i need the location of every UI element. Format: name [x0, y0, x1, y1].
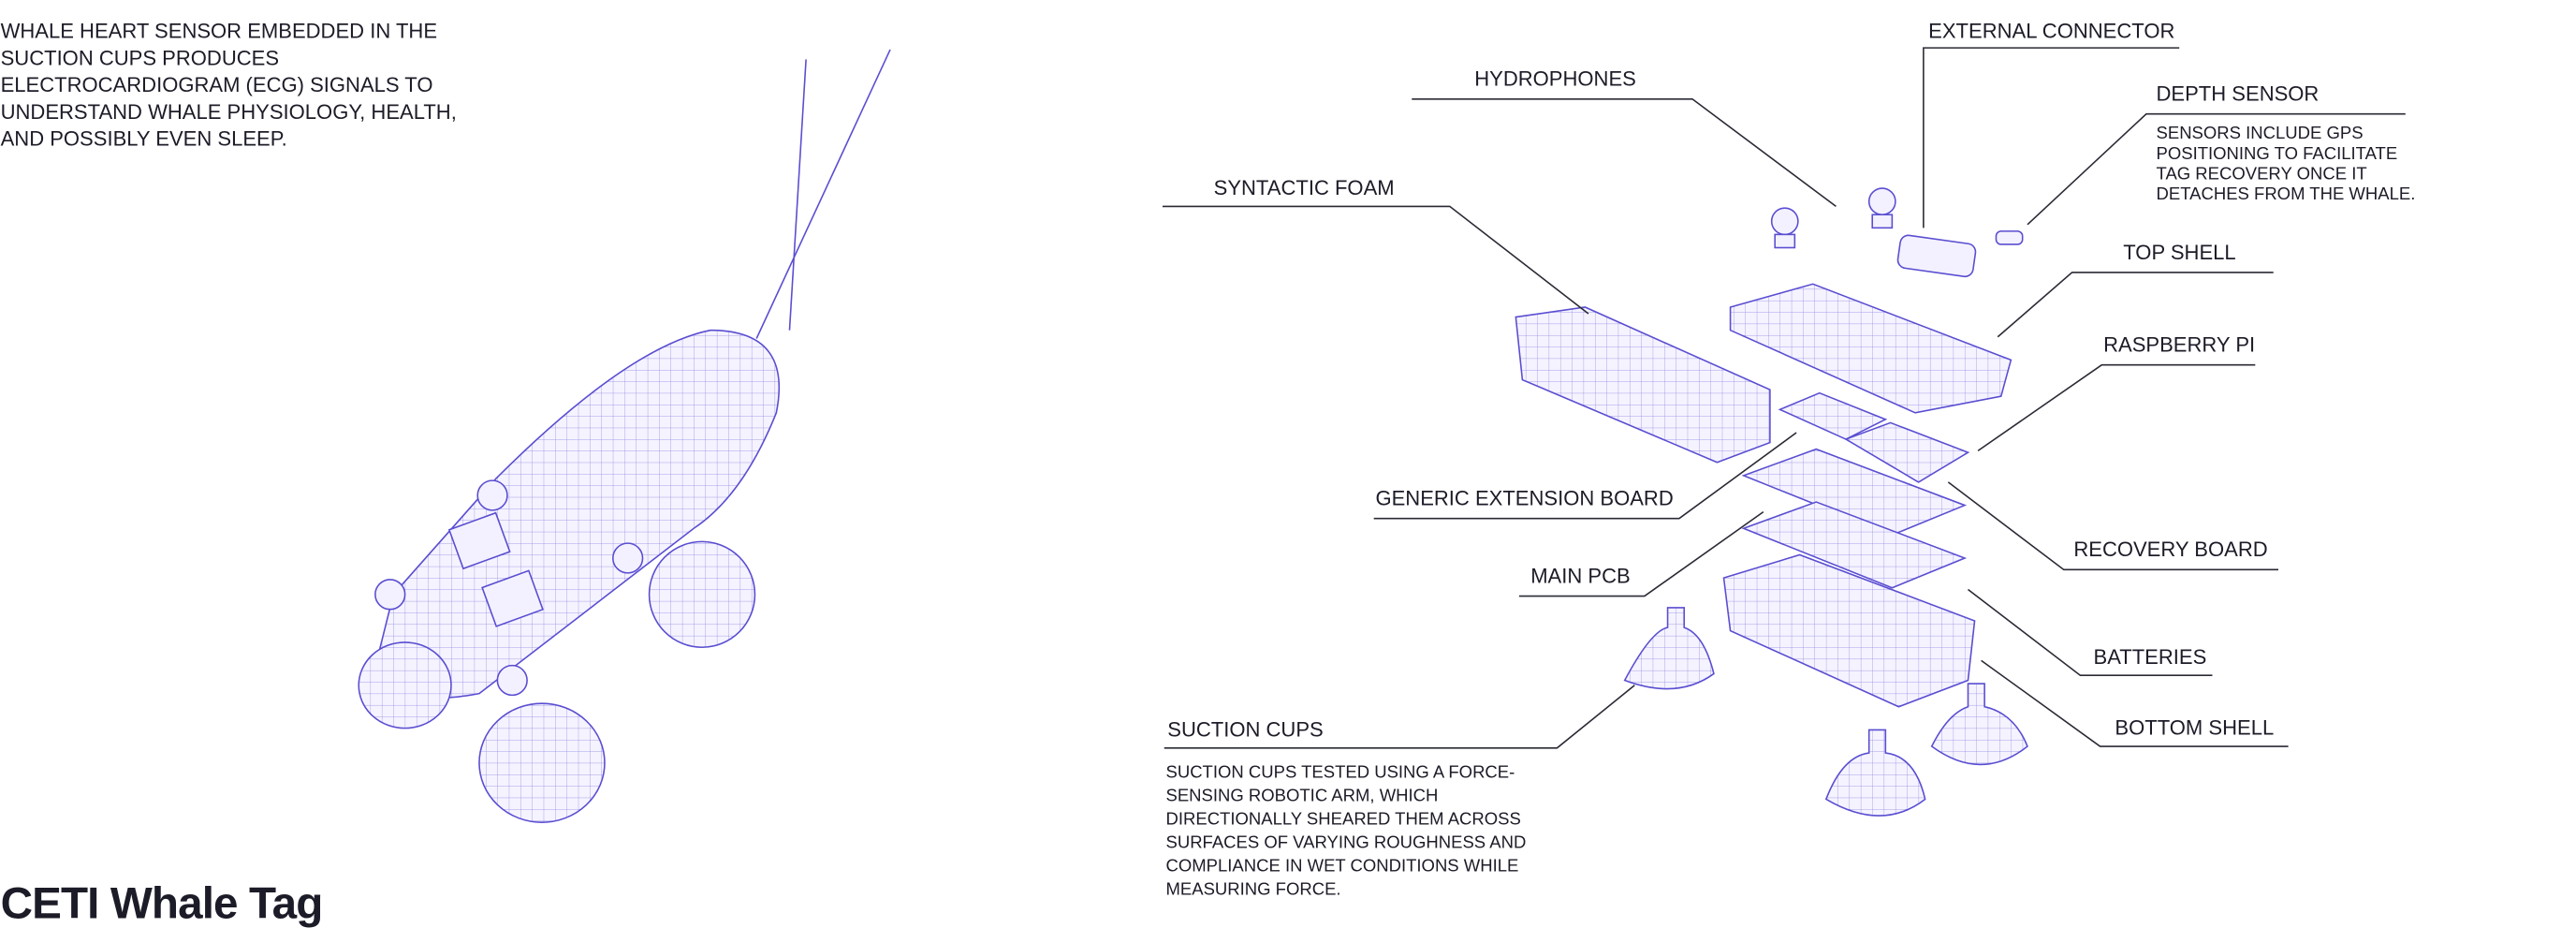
leader-line [1968, 588, 2213, 677]
leader-line [1518, 510, 1764, 597]
intro-line: AND POSSIBLY EVEN SLEEP. [1, 127, 287, 151]
intro-line: ELECTROCARDIOGRAM (ECG) SIGNALS TO [1, 73, 433, 96]
leader-line [1162, 205, 1589, 315]
part-label: SUCTION CUPS [1167, 717, 1323, 741]
part-label: RECOVERY BOARD [2073, 538, 2267, 561]
part-description: MEASURING FORCE. [1166, 879, 1341, 899]
part-label: BATTERIES [2094, 645, 2207, 669]
leader-line [1373, 432, 1797, 520]
part-label: BOTTOM SHELL [2115, 716, 2274, 740]
part-description: SUCTION CUPS TESTED USING A FORCE- [1166, 762, 1515, 782]
part-label: DEPTH SENSOR [2157, 82, 2320, 106]
page-title: CETI Whale Tag [1, 878, 323, 928]
assembled-tag [358, 49, 891, 823]
part-label: TOP SHELL [2123, 241, 2235, 264]
intro-line: UNDERSTAND WHALE PHYSIOLOGY, HEALTH, [1, 100, 457, 124]
part-label: GENERIC EXTENSION BOARD [1375, 487, 1673, 510]
leader-line [1923, 47, 2180, 228]
part-description: POSITIONING TO FACILITATE [2157, 143, 2398, 163]
leader-line [1412, 98, 1837, 208]
part-description: COMPLIANCE IN WET CONDITIONS WHILE [1166, 856, 1519, 876]
part-label: RASPBERRY PI [2103, 333, 2255, 357]
leader-line [1997, 272, 2274, 338]
leader-line [1981, 659, 2289, 747]
part-description: SURFACES OF VARYING ROUGHNESS AND [1166, 832, 1527, 852]
part-label: SYNTACTIC FOAM [1214, 176, 1395, 199]
part-description: DIRECTIONALLY SHEARED THEM ACROSS [1166, 809, 1521, 829]
leader-line [2027, 112, 2406, 226]
labels: WHALE HEART SENSOR EMBEDDED IN THE SUCTIO… [1, 20, 2416, 899]
leader-line [1164, 685, 1635, 749]
leader-line [1977, 363, 2256, 452]
intro-line: WHALE HEART SENSOR EMBEDDED IN THE [1, 20, 437, 43]
part-label: HYDROPHONES [1474, 67, 1636, 91]
intro-line: SUCTION CUPS PRODUCES [1, 46, 279, 69]
part-description: DETACHES FROM THE WHALE. [2157, 184, 2416, 203]
leader-lines [1162, 47, 2406, 749]
part-label: MAIN PCB [1530, 564, 1631, 587]
leader-line [1947, 481, 2279, 571]
part-label: EXTERNAL CONNECTOR [1928, 20, 2174, 43]
part-description: SENSING ROBOTIC ARM, WHICH [1166, 786, 1439, 805]
exploded-tag [1515, 187, 2028, 817]
part-description: TAG RECOVERY ONCE IT [2157, 163, 2367, 183]
part-description: SENSORS INCLUDE GPS [2157, 123, 2364, 142]
